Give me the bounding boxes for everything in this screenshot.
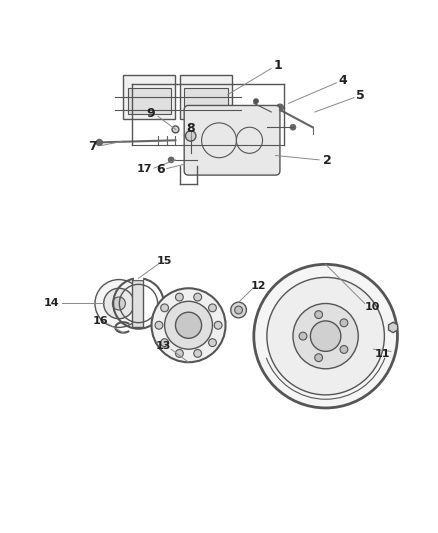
Circle shape	[231, 302, 247, 318]
Bar	[132, 279, 143, 327]
Circle shape	[194, 350, 201, 357]
Text: 14: 14	[44, 298, 59, 309]
Text: 2: 2	[323, 154, 332, 167]
Text: 7: 7	[88, 140, 97, 154]
Circle shape	[161, 339, 169, 346]
Circle shape	[96, 140, 102, 146]
Circle shape	[299, 332, 307, 340]
Circle shape	[208, 339, 216, 346]
Circle shape	[235, 306, 243, 314]
Circle shape	[169, 157, 174, 163]
Circle shape	[254, 99, 258, 103]
Text: 5: 5	[356, 89, 365, 102]
Circle shape	[254, 264, 397, 408]
Bar	[184, 88, 228, 114]
Circle shape	[185, 131, 196, 141]
Circle shape	[176, 312, 201, 338]
Circle shape	[152, 288, 226, 362]
Circle shape	[208, 304, 216, 312]
Text: 11: 11	[374, 350, 390, 359]
Bar	[180, 75, 232, 118]
Circle shape	[176, 350, 184, 357]
Circle shape	[267, 277, 385, 395]
Bar	[123, 75, 176, 118]
Text: 16: 16	[93, 316, 109, 326]
Text: 17: 17	[136, 164, 152, 174]
Circle shape	[176, 293, 184, 301]
Circle shape	[113, 297, 125, 310]
Circle shape	[340, 345, 348, 353]
Circle shape	[290, 125, 296, 130]
Text: 13: 13	[155, 341, 171, 351]
Text: 1: 1	[273, 59, 282, 72]
Circle shape	[172, 126, 179, 133]
FancyBboxPatch shape	[184, 106, 280, 175]
Circle shape	[276, 104, 283, 111]
Circle shape	[194, 293, 201, 301]
Text: 12: 12	[251, 281, 266, 291]
Text: 6: 6	[156, 164, 165, 176]
Bar	[127, 88, 171, 114]
Text: 8: 8	[187, 122, 195, 135]
Circle shape	[315, 354, 322, 361]
Text: 15: 15	[157, 256, 172, 266]
Circle shape	[165, 301, 212, 349]
Circle shape	[293, 303, 358, 369]
Circle shape	[161, 304, 169, 312]
Circle shape	[311, 321, 341, 351]
Text: 4: 4	[339, 74, 347, 87]
Circle shape	[155, 321, 163, 329]
Circle shape	[95, 279, 143, 327]
Text: 10: 10	[364, 302, 380, 312]
Circle shape	[214, 321, 222, 329]
Circle shape	[340, 319, 348, 327]
Text: 9: 9	[146, 107, 155, 120]
Circle shape	[315, 311, 322, 319]
Circle shape	[104, 288, 134, 319]
